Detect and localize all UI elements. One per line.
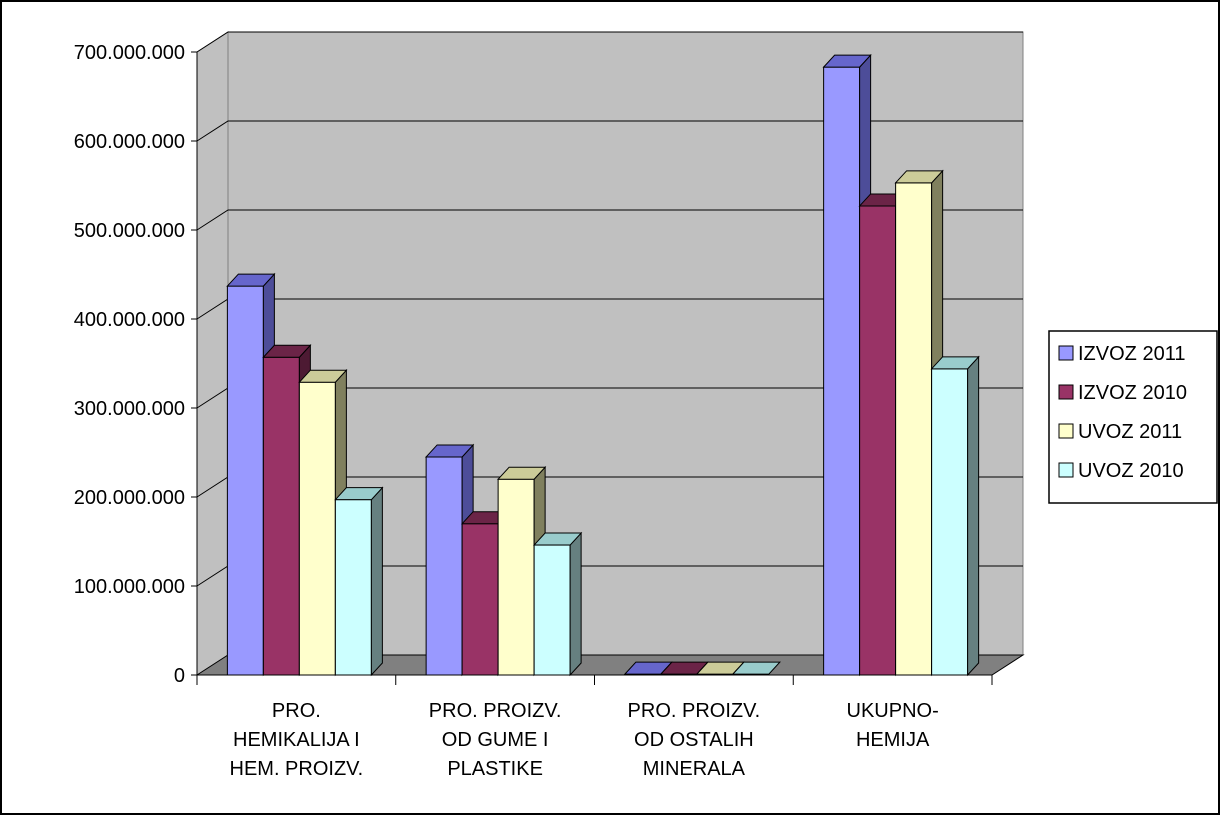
bar-front bbox=[497, 478, 535, 676]
gridline bbox=[196, 209, 1023, 231]
x-axis-labels: PRO. HEMIKALIJA I HEM. PROIZV. PRO. PROIZV.… bbox=[230, 700, 939, 780]
bar-top bbox=[731, 661, 782, 675]
x-tick-label: OD GUME I bbox=[442, 729, 549, 751]
bar-top bbox=[334, 487, 384, 501]
bar-front bbox=[262, 356, 300, 676]
y-tick-label: 500.000.000 bbox=[74, 220, 185, 242]
bar-top bbox=[424, 444, 475, 458]
bar-side bbox=[967, 355, 980, 677]
x-tick-label: HEMIKALIJA I bbox=[233, 729, 360, 751]
x-tick-label: HEM. PROIZV. bbox=[230, 758, 364, 780]
legend-label: IZVOZ 2011 bbox=[1078, 343, 1185, 365]
legend-swatch bbox=[1058, 345, 1074, 361]
legend-box bbox=[1048, 330, 1218, 504]
x-tick-label: PRO. bbox=[272, 700, 321, 722]
x-tick-label: HEMIJA bbox=[856, 729, 930, 751]
legend-swatch bbox=[1058, 423, 1074, 439]
bar-front bbox=[226, 285, 264, 676]
legend-label: UVOZ 2010 bbox=[1078, 460, 1184, 482]
legend: IZVOZ 2011 IZVOZ 2010 UVOZ 2011 UVOZ 2010 bbox=[1048, 330, 1218, 504]
legend-label: UVOZ 2011 bbox=[1078, 421, 1182, 443]
bar-top bbox=[496, 466, 547, 480]
bar-top bbox=[532, 532, 583, 546]
y-tick-label: 200.000.000 bbox=[74, 487, 185, 509]
bar-top bbox=[298, 369, 348, 383]
y-tick-label: 700.000.000 bbox=[74, 42, 185, 64]
x-tick-label: MINERALA bbox=[643, 758, 746, 780]
bar-front bbox=[931, 368, 969, 676]
bar-3-4 bbox=[731, 661, 782, 675]
bar-side bbox=[370, 486, 383, 677]
y-tick-label: 300.000.000 bbox=[74, 398, 185, 420]
bar-top bbox=[226, 273, 276, 287]
plot-area bbox=[191, 31, 1025, 685]
bar-front bbox=[298, 381, 336, 676]
bar-2-4 bbox=[532, 531, 583, 677]
y-tick-label: 600.000.000 bbox=[74, 131, 185, 153]
bar-front bbox=[823, 66, 861, 676]
bar-front bbox=[461, 523, 499, 676]
x-tick-label: OD OSTALIH bbox=[634, 729, 754, 751]
bar-front bbox=[533, 544, 571, 676]
bar-front bbox=[895, 182, 933, 676]
x-tick-label: UKUPNO- bbox=[847, 700, 939, 722]
gridline bbox=[196, 120, 1023, 142]
bar-top bbox=[894, 170, 944, 184]
bar-front bbox=[859, 205, 897, 676]
legend-label: IZVOZ 2010 bbox=[1078, 382, 1187, 404]
x-tick-label: PRO. PROIZV. bbox=[429, 700, 562, 722]
bar-side bbox=[569, 531, 582, 677]
y-axis-labels: 0 100.000.000 200.000.000 300.000.000 400.00… bbox=[74, 42, 185, 687]
y-tick-label: 400.000.000 bbox=[74, 309, 185, 331]
bar-1-2 bbox=[262, 343, 312, 677]
bar-1-4 bbox=[334, 486, 384, 677]
bar-4-4 bbox=[930, 355, 980, 677]
legend-swatch bbox=[1058, 384, 1074, 400]
gridline bbox=[196, 31, 1023, 53]
bar-top bbox=[822, 54, 872, 68]
bar-top bbox=[262, 344, 312, 358]
y-tick-label: 100.000.000 bbox=[74, 576, 185, 598]
x-tick-label: PLASTIKE bbox=[447, 758, 543, 780]
bar-top bbox=[930, 356, 980, 370]
y-tick-label: 0 bbox=[174, 665, 185, 687]
legend-swatch bbox=[1058, 462, 1074, 478]
x-tick-label: PRO. PROIZV. bbox=[628, 700, 761, 722]
side-wall bbox=[196, 31, 229, 676]
bar-front bbox=[425, 456, 463, 676]
bar-front bbox=[334, 499, 372, 676]
